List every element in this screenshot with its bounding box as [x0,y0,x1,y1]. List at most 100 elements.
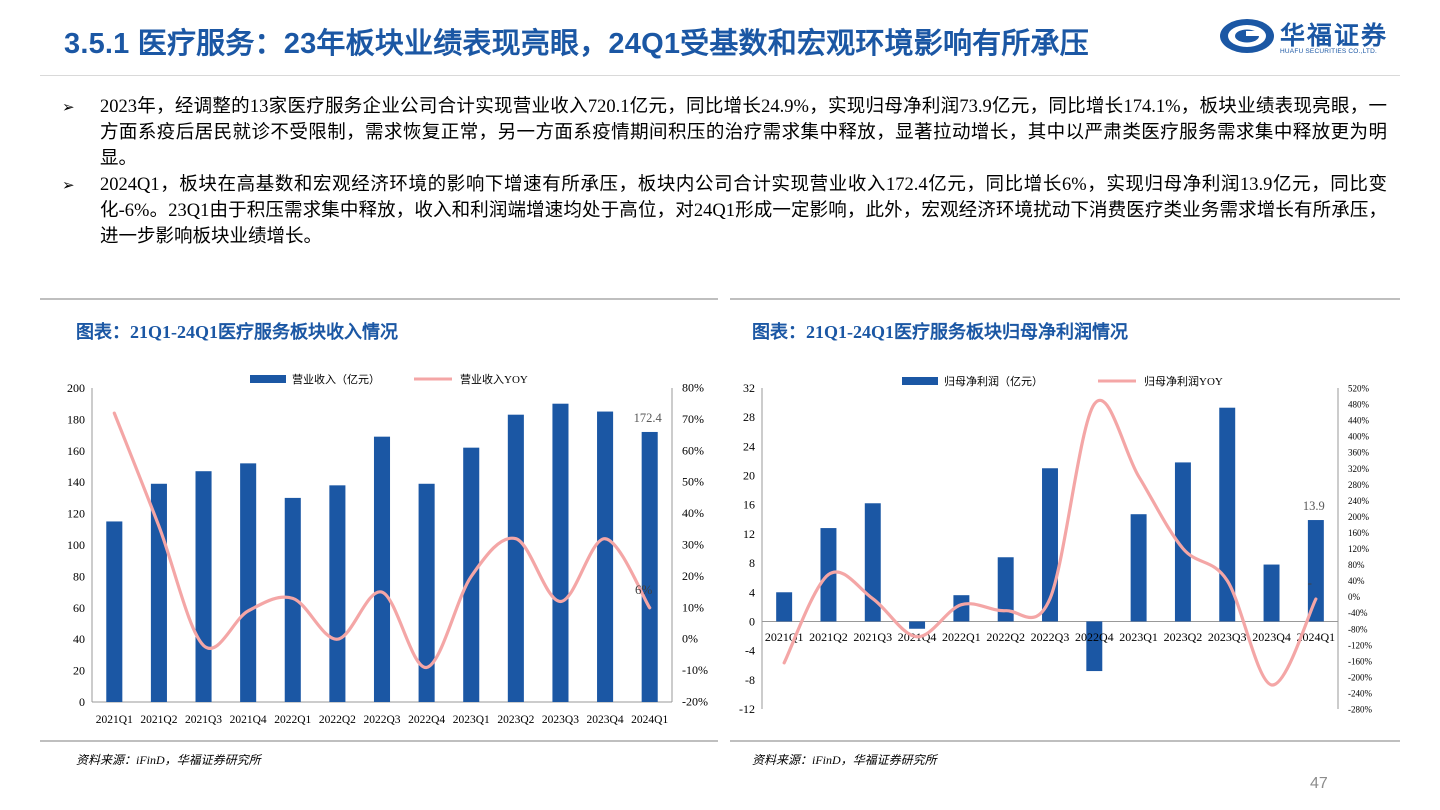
right-axis-tick-label: 0% [682,632,698,646]
source-note: 资料来源：iFinD，华福证券研究所 [752,753,937,767]
data-label-bg [1295,496,1336,515]
source-note: 资料来源：iFinD，华福证券研究所 [76,753,261,767]
left-axis-tick-label: 0 [749,614,755,628]
left-axis-tick-label: 160 [67,444,85,458]
bullet-list: ➢ 2023年，经调整的13家医疗服务企业公司合计实现营业收入720.1亿元，同… [62,94,1387,250]
left-axis-tick-label: 20 [73,664,85,678]
right-axis-tick-label: 40% [682,506,704,520]
right-axis-tick-label: 80% [1348,560,1365,570]
x-axis-tick-label: 2024Q1 [1297,630,1336,644]
x-axis-tick-label: 2021Q1 [96,714,133,726]
bar [997,557,1014,622]
x-axis-tick-label: 2023Q2 [1164,630,1203,644]
bullet-item: ➢ 2024Q1，板块在高基数和宏观经济环境的影响下增速有所承压，板块内公司合计… [62,172,1387,250]
bar [329,485,346,702]
right-axis-tick-label: 20% [682,569,704,583]
logo-name-en: HUAFU SECURITIES CO.,LTD. [1280,48,1377,55]
yoy-line [782,399,1318,687]
bar [552,403,569,702]
bullet-item: ➢ 2023年，经调整的13家医疗服务企业公司合计实现营业收入720.1亿元，同… [62,94,1387,172]
left-axis-tick-label: 12 [743,527,755,541]
right-axis-tick-label: -120% [1348,640,1372,650]
data-label: 13.9 [1303,499,1325,513]
left-axis-tick-label: 80 [73,569,85,583]
legend-bar-swatch [250,375,286,383]
panel-top-rule [730,298,1400,300]
logo-name-cn: 华福证券 [1280,21,1389,50]
x-axis-tick-label: 2022Q1 [274,714,311,726]
left-axis-tick-label: 180 [67,412,85,426]
bar [1263,564,1280,622]
x-axis-tick-label: 2022Q4 [1075,630,1114,644]
x-axis-tick-label: 2021Q3 [185,714,222,726]
left-axis-tick-label: -8 [745,673,755,687]
x-axis-tick-label: 2023Q4 [587,714,624,726]
right-axis-tick-label: 0% [1348,592,1361,602]
right-axis-tick-label: -10% [682,663,708,677]
bar [150,483,167,702]
page-number: 47 [1310,775,1328,792]
left-axis-tick-label: 20 [743,469,755,483]
right-axis-tick-label: 200% [1348,512,1370,522]
bullet-text: 2023年，经调整的13家医疗服务企业公司合计实现营业收入720.1亿元，同比增… [100,97,1387,169]
panel-bottom-rule [40,740,718,742]
title-divider [40,75,1400,76]
right-axis-tick-label: 60% [682,443,704,457]
right-axis-tick-label: 480% [1348,400,1370,410]
x-axis-tick-label: 2023Q2 [497,714,534,726]
bar [776,592,793,622]
legend-label: 归母净利润YOY [1144,374,1223,388]
legend-label: 营业收入YOY [460,372,528,386]
bar [195,471,212,702]
left-axis-tick-label: -12 [739,702,755,716]
right-axis-tick-label: 10% [682,600,704,614]
x-axis-tick-label: 2023Q1 [1119,630,1158,644]
x-axis-tick-label: 2022Q3 [363,714,400,726]
legend-bar-swatch [902,377,938,385]
right-axis-tick-label: -40% [1348,608,1368,618]
x-axis-tick-label: 2023Q1 [453,714,490,726]
left-axis-tick-label: 28 [743,410,755,424]
left-axis-tick-label: 24 [743,439,755,453]
right-axis-tick-label: 40% [1348,576,1365,586]
x-axis-tick-label: 2021Q4 [230,714,267,726]
right-axis-tick-label: 160% [1348,528,1370,538]
legend-label: 营业收入（亿元） [292,372,380,386]
bullet-text: 2024Q1，板块在高基数和宏观经济环境的影响下增速有所承压，板块内公司合计实现… [100,175,1387,247]
bar [1219,407,1236,622]
bar [864,503,881,622]
right-axis-tick-label: 240% [1348,496,1370,506]
left-axis-tick-label: -4 [745,644,755,658]
bar [373,436,391,702]
left-axis-tick-label: 200 [67,381,85,395]
right-axis-tick-label: 280% [1348,480,1370,490]
x-axis-tick-label: 2023Q3 [542,714,579,726]
arrow-bullet-icon: ➢ [62,98,75,116]
bar [240,463,257,702]
left-axis-tick-label: 32 [743,381,755,395]
left-axis-tick-label: 140 [67,475,85,489]
right-axis-tick-label: 320% [1348,464,1370,474]
chart-title-revenue: 图表：21Q1-24Q1医疗服务板块收入情况 [76,322,398,342]
right-axis-tick-label: -280% [1348,705,1372,715]
data-label: 6% [635,582,653,597]
bar [418,483,435,702]
right-axis-tick-label: 360% [1348,448,1370,458]
profit-chart: -12-8-4048121620242832-280%-240%-200%-16… [739,374,1372,716]
yoy-line [112,411,652,670]
x-axis-tick-label: 2023Q3 [1208,630,1247,644]
bar [1307,520,1324,622]
left-axis-tick-label: 4 [749,585,755,599]
bar [953,595,970,622]
right-axis-tick-label: 70% [682,412,704,426]
right-axis-tick-label: -20% [682,695,708,709]
right-axis-tick-label: -80% [1348,624,1368,634]
bar [106,521,123,702]
company-logo: 华福证券 HUAFU SECURITIES CO.,LTD. [1218,14,1393,64]
left-axis-tick-label: 0 [79,695,85,709]
revenue-chart: 0 20 40 60 80 100 120 140 160 180 200 -20% -10% 0% 10%… [67,372,708,726]
right-axis-tick-label: 80% [682,381,704,395]
bar [909,621,926,629]
bar [641,431,658,702]
logo-swirl-icon [1220,19,1274,53]
